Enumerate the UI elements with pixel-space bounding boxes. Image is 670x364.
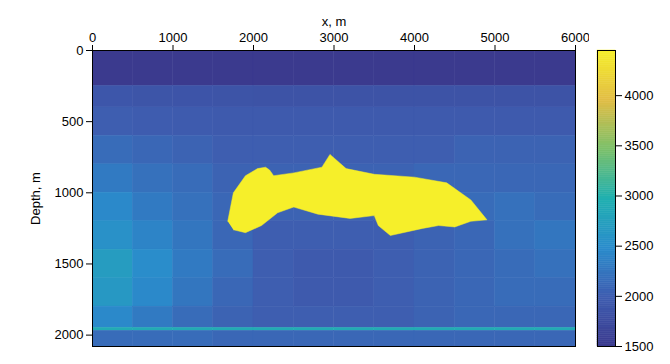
svg-text:4000: 4000 [625,88,654,103]
svg-text:1500: 1500 [625,339,654,354]
svg-text:3000: 3000 [625,188,654,203]
svg-text:4000: 4000 [400,30,429,45]
svg-text:3000: 3000 [320,30,349,45]
svg-text:1000: 1000 [55,185,84,200]
svg-text:2500: 2500 [625,238,654,253]
svg-text:3500: 3500 [625,138,654,153]
svg-text:Depth, m: Depth, m [28,172,43,225]
svg-text:2000: 2000 [55,327,84,342]
svg-text:500: 500 [62,114,84,129]
svg-text:0: 0 [89,30,96,45]
svg-text:2000: 2000 [239,30,268,45]
svg-text:1500: 1500 [55,256,84,271]
svg-text:2000: 2000 [625,288,654,303]
svg-text:x, m: x, m [322,14,347,29]
svg-text:0: 0 [76,43,83,58]
svg-text:5000: 5000 [481,30,510,45]
svg-text:6000: 6000 [561,30,589,45]
svg-text:1000: 1000 [159,30,188,45]
